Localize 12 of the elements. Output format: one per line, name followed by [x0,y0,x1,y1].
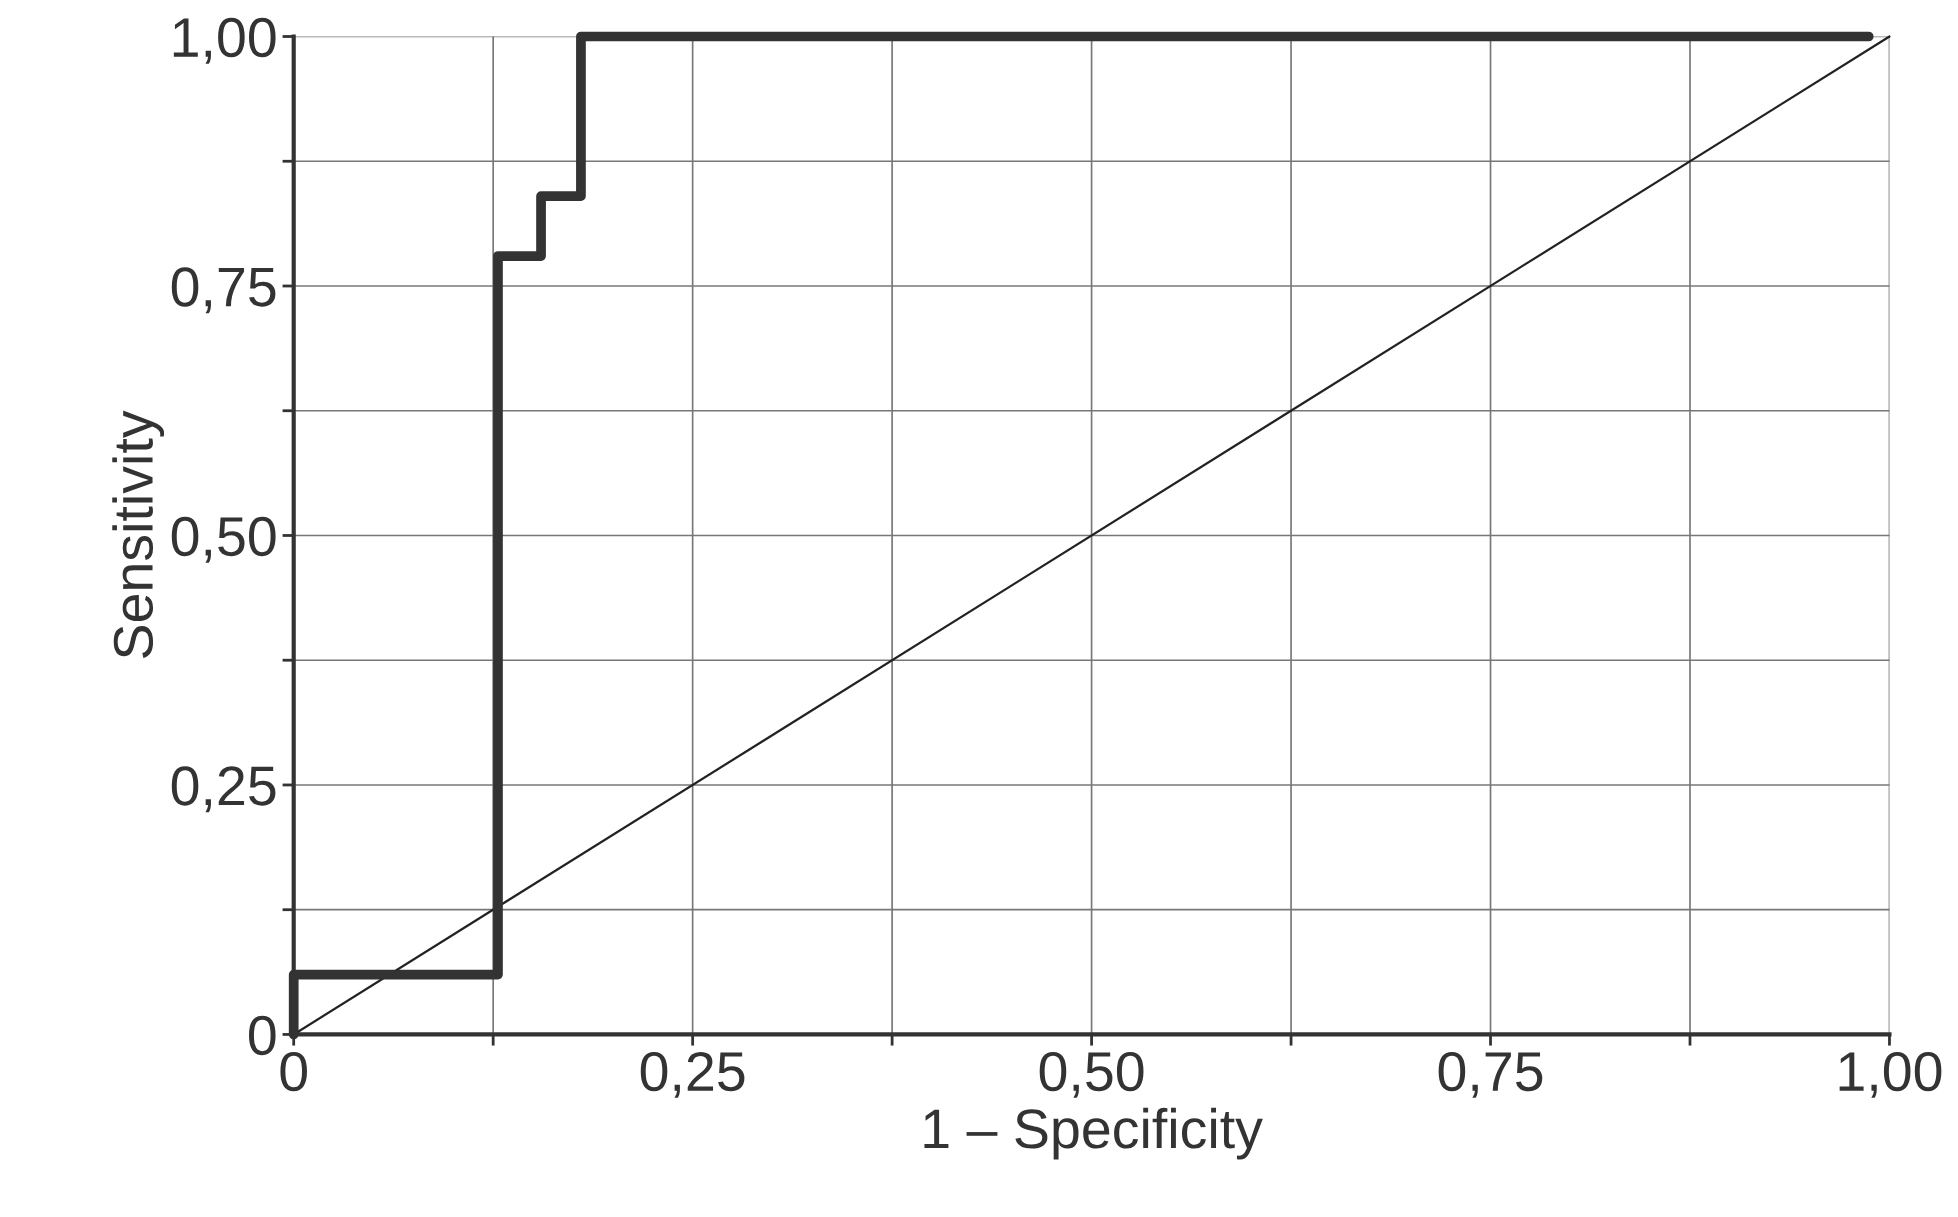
x-tick-label: 0,50 [1039,1051,1144,1098]
y-tick-label: 0,75 [171,267,276,314]
y-tick-label: 0 [249,1015,276,1056]
y-axis-title: Sensitivity [112,410,165,658]
x-tick-label: 1,00 [1839,1051,1942,1098]
x-tick-label: 0 [280,1051,307,1092]
y-tick-label: 0,50 [171,516,276,563]
x-tick-label: 0,25 [640,1051,745,1098]
x-tick-label: 0,75 [1438,1051,1543,1098]
x-axis-title: 1 – Specificity [924,1107,1263,1160]
y-tick-label: 0,25 [171,766,276,813]
y-tick-label: 1,00 [173,17,276,64]
